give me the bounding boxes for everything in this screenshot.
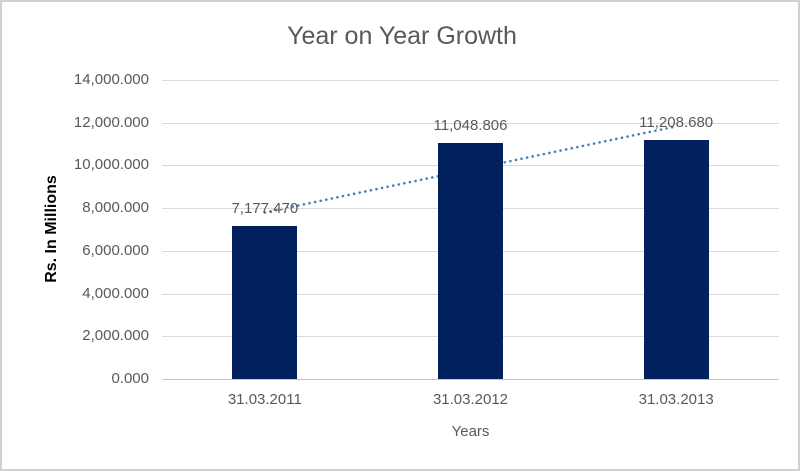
y-axis-title: Rs. In Millions bbox=[43, 174, 60, 283]
bar-31.03.2013 bbox=[643, 139, 709, 379]
y-tick-label: 0.000 bbox=[111, 370, 149, 387]
x-axis-title: Years bbox=[451, 423, 490, 440]
chart-title: Year on Year Growth bbox=[287, 22, 517, 50]
gridline bbox=[162, 123, 779, 124]
x-tick-label: 31.03.2012 bbox=[432, 391, 509, 408]
x-tick-label: 31.03.2011 bbox=[227, 391, 302, 408]
y-tick-label: 2,000.000 bbox=[82, 327, 149, 344]
bar-31.03.2011 bbox=[232, 225, 298, 379]
x-tick-label: 31.03.2013 bbox=[638, 391, 714, 408]
y-tick-label: 12,000.000 bbox=[73, 114, 149, 131]
y-tick-label: 10,000.000 bbox=[73, 156, 149, 173]
y-tick-label: 4,000.000 bbox=[82, 285, 149, 302]
data-label: 7,177.470 bbox=[231, 199, 299, 217]
data-label: 11,208.680 bbox=[639, 113, 714, 131]
gridline bbox=[162, 80, 779, 81]
x-axis-line bbox=[162, 379, 779, 380]
data-label: 11,048.806 bbox=[433, 117, 508, 135]
y-tick-label: 6,000.000 bbox=[82, 242, 149, 259]
bar-31.03.2012 bbox=[438, 143, 503, 379]
y-tick-label: 14,000.000 bbox=[73, 71, 149, 88]
y-tick-label: 8,000.000 bbox=[82, 199, 149, 216]
